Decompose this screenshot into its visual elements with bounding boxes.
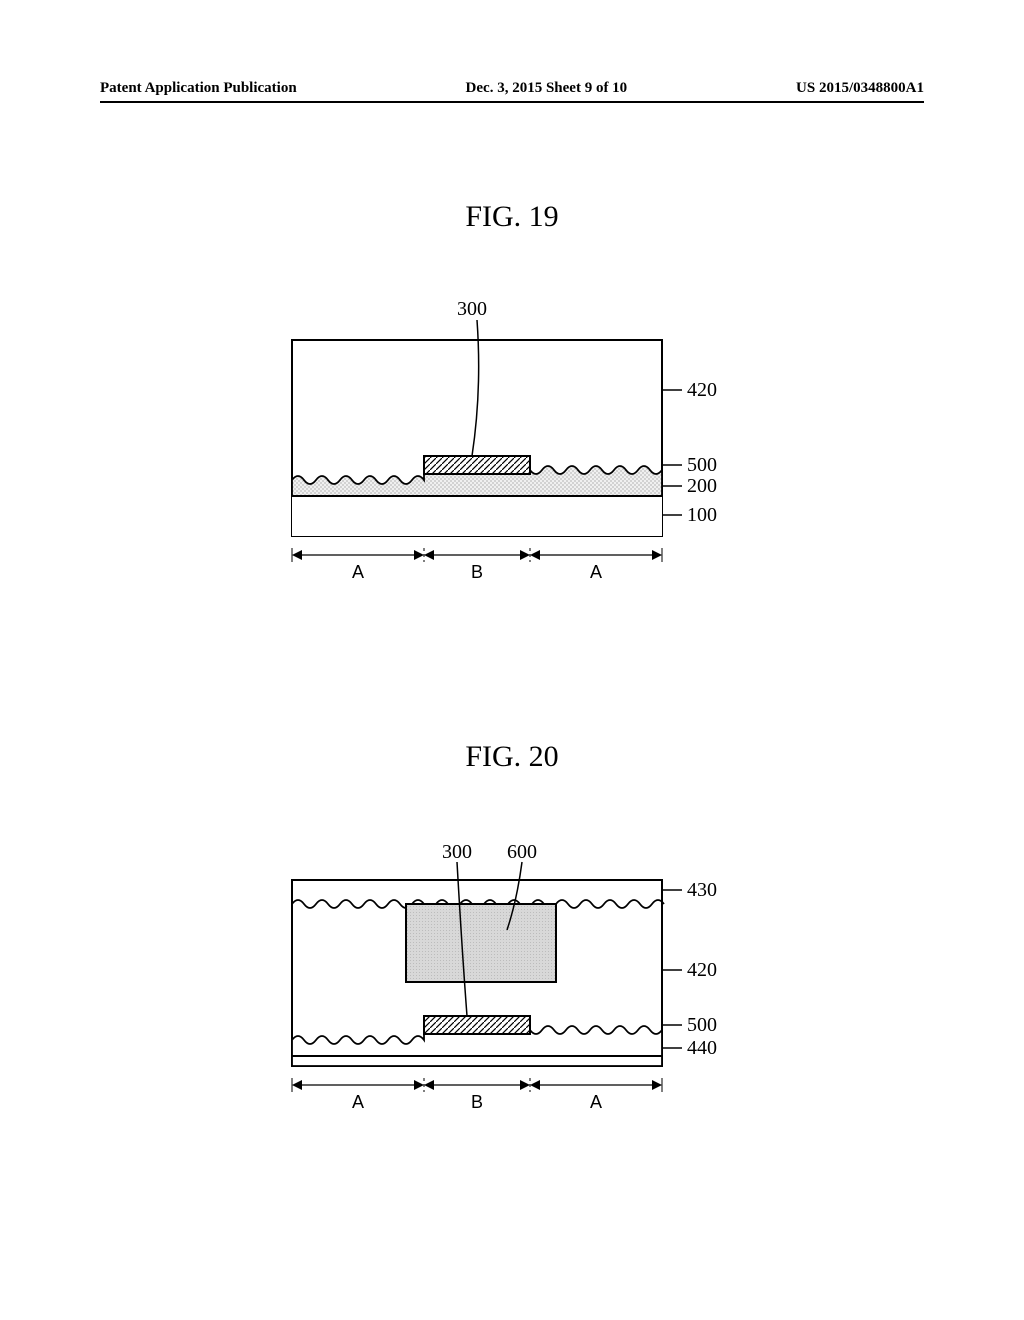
fig-20-diagram: 300 600 430 420 500 440 A B A — [232, 830, 792, 1150]
ref-300-f20: 300 — [442, 841, 472, 863]
dim-A2-f20: A — [590, 1092, 602, 1112]
ref-500: 500 — [687, 454, 717, 476]
dim-A2: A — [590, 562, 602, 582]
ref-200: 200 — [687, 475, 717, 497]
dim-row-20: A B A — [292, 1078, 662, 1112]
fig-19-diagram: 300 420 500 200 100 A B A — [232, 290, 792, 600]
fig-20-svg-wrap: 300 600 430 420 500 440 A B A — [0, 830, 1024, 1150]
fig-20-block: FIG. 20 — [0, 740, 1024, 774]
ref-600: 600 — [507, 841, 537, 863]
header-center: Dec. 3, 2015 Sheet 9 of 10 — [466, 80, 628, 97]
ref-100: 100 — [687, 504, 717, 526]
dim-row-19: A B A — [292, 548, 662, 582]
ref-420: 420 — [687, 379, 717, 401]
fig-19-svg-wrap: 300 420 500 200 100 A B A — [0, 290, 1024, 600]
ref-420-f20: 420 — [687, 959, 717, 981]
dim-A1: A — [352, 562, 364, 582]
ref-500-f20: 500 — [687, 1014, 717, 1036]
dim-B-f20: B — [471, 1092, 483, 1112]
header-left: Patent Application Publication — [100, 80, 297, 97]
dim-A1-f20: A — [352, 1092, 364, 1112]
fig-19-block: FIG. 19 — [0, 200, 1024, 234]
dim-B: B — [471, 562, 483, 582]
ref-430: 430 — [687, 879, 717, 901]
ref-300: 300 — [457, 298, 487, 320]
fig-20-title: FIG. 20 — [0, 740, 1024, 774]
page-header: Patent Application Publication Dec. 3, 2… — [100, 80, 924, 103]
fig-19-title: FIG. 19 — [0, 200, 1024, 234]
ref-440: 440 — [687, 1037, 717, 1059]
header-right: US 2015/0348800A1 — [796, 80, 924, 97]
